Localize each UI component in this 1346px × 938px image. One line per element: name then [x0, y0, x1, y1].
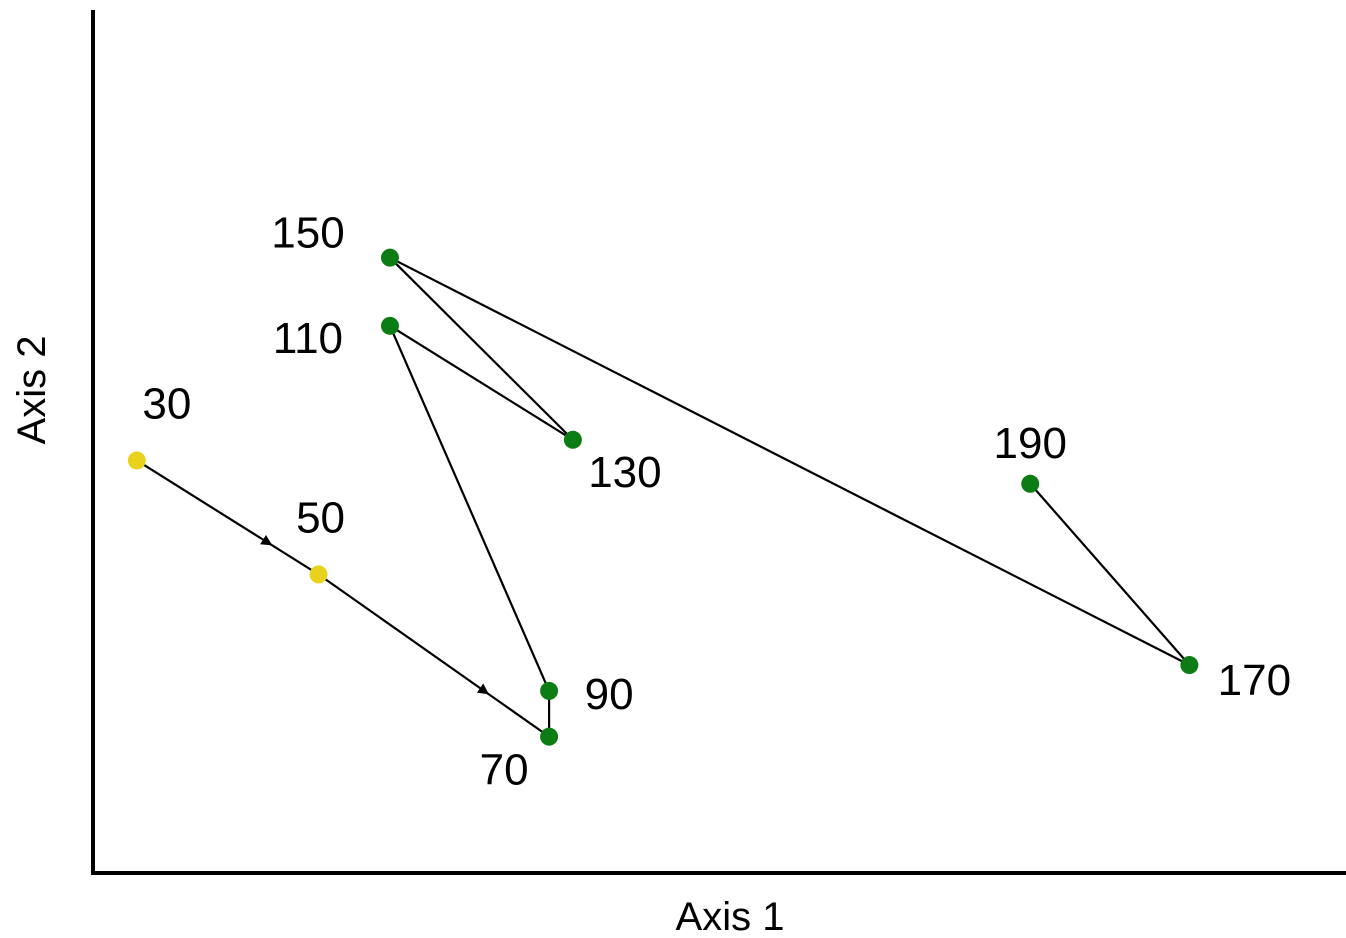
connection-line-90-110	[388, 325, 551, 692]
data-point-170	[1180, 656, 1199, 675]
point-label-150: 150	[271, 209, 344, 258]
x-axis-label: Axis 1	[676, 895, 785, 938]
data-point-130	[563, 430, 582, 449]
point-label-130: 130	[588, 448, 661, 497]
connection-lines	[388, 256, 1191, 737]
data-point-190	[1021, 474, 1040, 493]
data-point-110	[380, 316, 399, 335]
trajectory-arrows	[136, 459, 550, 738]
connection-line-170-190	[1029, 483, 1191, 666]
point-label-110: 110	[273, 314, 343, 363]
point-label-30: 30	[142, 379, 191, 428]
data-point-30	[127, 451, 146, 470]
point-label-190: 190	[994, 419, 1067, 468]
point-label-50: 50	[296, 493, 345, 542]
point-label-70: 70	[480, 746, 529, 795]
data-point-50	[309, 565, 328, 584]
arrow-line-30-50	[136, 459, 320, 576]
connection-line-150-170	[389, 256, 1190, 666]
data-point-150	[380, 248, 399, 267]
arrow-line-50-70	[317, 573, 550, 738]
data-point-90	[540, 681, 559, 700]
connection-line-130-150	[389, 256, 574, 441]
point-labels: 30 50 70 90 110 130 150 170 190	[142, 209, 1291, 795]
data-points	[127, 248, 1199, 746]
data-point-70	[540, 727, 559, 746]
connection-line-110-130	[389, 324, 574, 441]
y-axis-label: Axis 2	[10, 336, 54, 445]
point-label-170: 170	[1218, 656, 1291, 705]
point-label-90: 90	[585, 670, 634, 719]
